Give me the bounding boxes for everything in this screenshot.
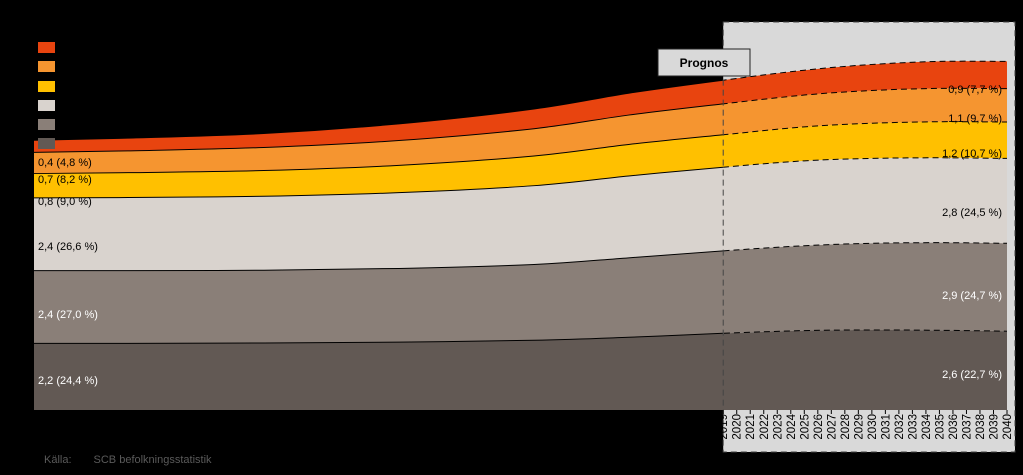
area-series-3 [34, 121, 1007, 198]
label-right-3: 1,2 (10,7 %) [942, 148, 1002, 160]
x-tick-label-19: 2038 [975, 414, 987, 440]
boundary-line-forecast-3 [723, 157, 1008, 168]
legend-swatch-1 [38, 61, 55, 72]
boundary-line-forecast-5 [723, 87, 1008, 105]
x-tick-label-9: 2028 [840, 414, 852, 440]
prognos-box [657, 48, 751, 77]
x-tick-label-21: 2040 [1002, 414, 1014, 440]
x-tick-label-8: 2027 [826, 414, 838, 440]
source-text: SCB befolkningsstatistik [93, 454, 212, 466]
label-left-3: 0,8 (9,0 %) [38, 196, 92, 208]
legend-swatch-0 [38, 42, 55, 53]
label-right-2: 2,8 (24,5 %) [942, 207, 1002, 219]
area-series-1 [34, 242, 1007, 344]
label-left-0: 2,2 (24,4 %) [38, 375, 98, 387]
boundary-line-hist-2 [33, 250, 724, 272]
legend-swatch-5 [38, 138, 55, 149]
x-tick-label-10: 2029 [853, 414, 865, 440]
x-tick-label-18: 2037 [961, 414, 973, 440]
label-right-1: 2,9 (24,7 %) [942, 290, 1002, 302]
label-left-5: 0,4 (4,8 %) [38, 157, 92, 169]
boundary-line-hist-6 [33, 79, 724, 141]
legend-swatch-2 [38, 81, 55, 92]
x-tick-label-6: 2025 [799, 414, 811, 440]
label-right-0: 2,6 (22,7 %) [942, 369, 1002, 381]
x-tick-label-7: 2026 [813, 414, 825, 440]
prognos-label: Prognos [680, 56, 729, 70]
boundary-line-hist-4 [33, 134, 724, 175]
source-note: Källa: SCB befolkningsstatistik [44, 454, 234, 466]
legend-swatch-3 [38, 100, 55, 111]
boundary-line-hist-5 [33, 103, 724, 153]
x-tick-label-13: 2032 [894, 414, 906, 440]
boundary-line-forecast-4 [723, 121, 1008, 136]
boundary-line-hist-1 [33, 332, 724, 344]
x-tick-label-5: 2024 [786, 413, 798, 439]
boundary-line-hist-3 [33, 166, 724, 199]
x-tick-label-3: 2022 [759, 414, 771, 440]
x-tick-label-14: 2033 [907, 414, 919, 440]
boundary-line-forecast-2 [723, 242, 1008, 252]
label-right-5: 0,9 (7,7 %) [948, 84, 1002, 96]
area-series-4 [34, 88, 1007, 174]
area-series-0 [34, 329, 1007, 410]
label-left-1: 2,4 (27,0 %) [38, 309, 98, 321]
label-left-4: 0,7 (8,2 %) [38, 174, 92, 186]
x-tick-label-16: 2035 [934, 414, 946, 440]
label-left-2: 2,4 (26,6 %) [38, 241, 98, 253]
x-tick-label-12: 2031 [880, 414, 892, 440]
area-series-5 [34, 61, 1007, 153]
x-tick-label-1: 2020 [732, 414, 744, 440]
boundary-line-forecast-1 [723, 329, 1008, 334]
x-tick-label-0: 2019 [718, 414, 730, 440]
source-label: Källa: [44, 454, 72, 466]
x-tick-label-11: 2030 [867, 414, 879, 440]
x-tick-label-17: 2036 [948, 414, 960, 440]
x-tick-label-2: 2021 [745, 414, 757, 440]
legend-swatch-4 [38, 119, 55, 130]
label-right-4: 1,1 (9,7 %) [948, 113, 1002, 125]
area-series-2 [34, 157, 1007, 271]
forecast-frame [722, 21, 1016, 453]
x-tick-label-4: 2023 [772, 414, 784, 440]
x-tick-label-20: 2039 [988, 414, 1000, 440]
x-tick-label-15: 2034 [921, 413, 933, 439]
